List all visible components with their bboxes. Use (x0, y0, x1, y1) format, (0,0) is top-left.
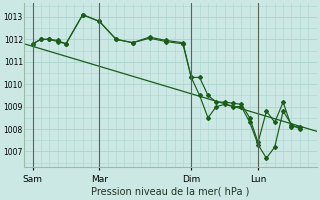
X-axis label: Pression niveau de la mer( hPa ): Pression niveau de la mer( hPa ) (91, 187, 250, 197)
